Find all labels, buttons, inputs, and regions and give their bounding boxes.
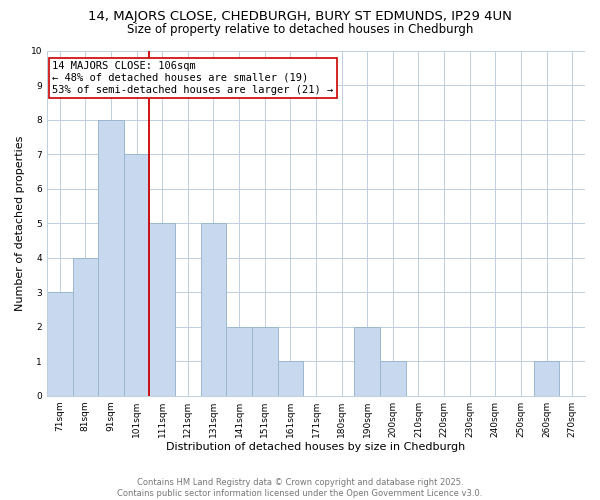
Text: Size of property relative to detached houses in Chedburgh: Size of property relative to detached ho…: [127, 22, 473, 36]
Bar: [252, 327, 278, 396]
Bar: [355, 327, 380, 396]
Text: Contains HM Land Registry data © Crown copyright and database right 2025.
Contai: Contains HM Land Registry data © Crown c…: [118, 478, 482, 498]
Bar: [149, 224, 175, 396]
Y-axis label: Number of detached properties: Number of detached properties: [15, 136, 25, 311]
X-axis label: Distribution of detached houses by size in Chedburgh: Distribution of detached houses by size …: [166, 442, 466, 452]
Bar: [226, 327, 252, 396]
Bar: [534, 361, 559, 396]
Bar: [98, 120, 124, 396]
Bar: [380, 361, 406, 396]
Text: 14 MAJORS CLOSE: 106sqm
← 48% of detached houses are smaller (19)
53% of semi-de: 14 MAJORS CLOSE: 106sqm ← 48% of detache…: [52, 62, 334, 94]
Bar: [200, 224, 226, 396]
Bar: [73, 258, 98, 396]
Bar: [278, 361, 303, 396]
Bar: [47, 292, 73, 396]
Bar: [124, 154, 149, 396]
Text: 14, MAJORS CLOSE, CHEDBURGH, BURY ST EDMUNDS, IP29 4UN: 14, MAJORS CLOSE, CHEDBURGH, BURY ST EDM…: [88, 10, 512, 23]
